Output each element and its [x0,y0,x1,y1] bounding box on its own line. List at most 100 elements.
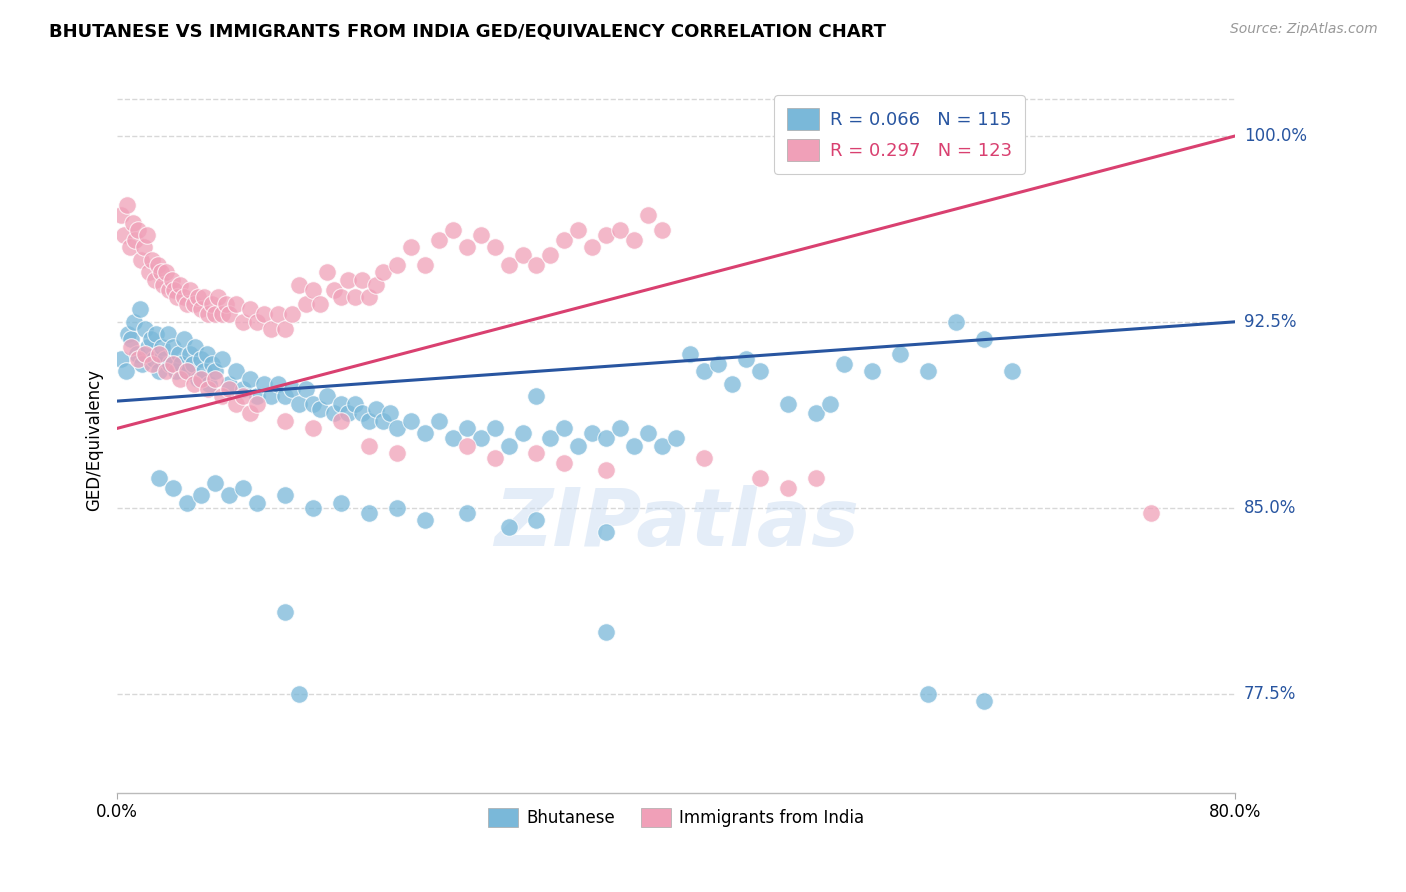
Point [218,382,240,396]
Point [623,439,645,453]
Point [749,364,772,378]
Point [553,421,575,435]
Point [336,273,359,287]
Point [693,364,716,378]
Point [139,332,162,346]
Point [115,198,138,212]
Point [173,290,195,304]
Point [413,426,436,441]
Text: 77.5%: 77.5% [1244,684,1296,703]
Point [112,228,135,243]
Point [134,347,156,361]
Point [132,240,155,254]
Point [153,351,176,366]
Point [526,258,548,272]
Point [215,297,238,311]
Point [609,421,631,435]
Point [246,389,269,403]
Point [456,240,478,254]
Point [129,252,152,267]
Point [1140,506,1163,520]
Point [190,302,212,317]
Point [183,297,205,311]
Point [484,240,506,254]
Point [110,208,132,222]
Point [441,431,464,445]
Point [281,307,304,321]
Point [232,382,254,396]
Point [167,347,190,361]
Point [207,290,229,304]
Point [187,372,209,386]
Point [336,407,359,421]
Point [160,273,183,287]
Point [295,297,318,311]
Point [162,481,184,495]
Point [860,364,883,378]
Point [581,240,603,254]
Point [498,258,520,272]
Point [166,290,188,304]
Point [540,431,562,445]
Point [218,488,240,502]
Point [136,340,159,354]
Point [470,228,492,243]
Point [357,439,380,453]
Point [315,389,337,403]
Point [512,248,534,262]
Point [125,347,148,361]
Point [567,223,589,237]
Point [198,376,221,391]
Point [357,506,380,520]
Point [176,364,198,378]
Point [146,258,169,272]
Point [609,223,631,237]
Point [308,297,330,311]
Point [239,302,262,317]
Point [1001,364,1024,378]
Point [371,414,394,428]
Point [371,265,394,279]
Point [567,439,589,453]
Point [315,265,337,279]
Point [945,315,967,329]
Point [385,421,408,435]
Point [364,277,387,292]
Point [456,439,478,453]
Point [211,307,233,321]
Text: BHUTANESE VS IMMIGRANTS FROM INDIA GED/EQUIVALENCY CORRELATION CHART: BHUTANESE VS IMMIGRANTS FROM INDIA GED/E… [49,22,886,40]
Point [155,265,177,279]
Point [385,258,408,272]
Point [138,265,160,279]
Point [804,471,827,485]
Point [679,347,702,361]
Point [526,513,548,527]
Point [120,332,142,346]
Point [176,297,198,311]
Point [124,233,146,247]
Point [225,396,247,410]
Point [267,307,290,321]
Point [295,382,318,396]
Point [162,340,184,354]
Point [595,624,617,639]
Point [173,332,195,346]
Point [274,322,297,336]
Text: Source: ZipAtlas.com: Source: ZipAtlas.com [1230,22,1378,37]
Point [288,396,311,410]
Point [804,407,827,421]
Point [157,283,180,297]
Point [343,396,366,410]
Point [456,421,478,435]
Point [150,340,173,354]
Point [595,228,617,243]
Text: 92.5%: 92.5% [1244,313,1296,331]
Point [637,208,659,222]
Point [201,357,224,371]
Point [176,364,198,378]
Point [195,347,218,361]
Point [239,372,262,386]
Point [329,396,352,410]
Point [135,228,157,243]
Point [274,488,297,502]
